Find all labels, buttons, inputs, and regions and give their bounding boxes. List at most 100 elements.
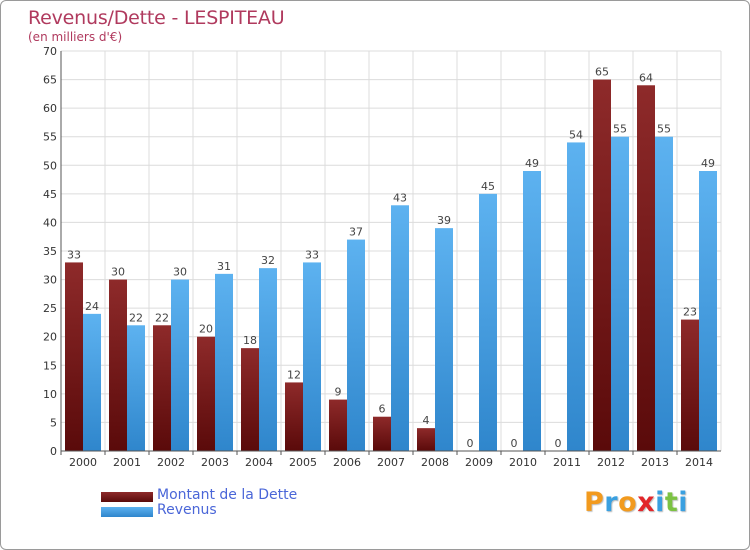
bar-revenue xyxy=(567,142,585,451)
bar-debt xyxy=(681,319,699,451)
value-label-debt: 65 xyxy=(595,66,609,79)
bar-revenue xyxy=(347,239,365,451)
x-tick-label: 2009 xyxy=(465,456,493,469)
bar-revenue xyxy=(259,268,277,451)
logo-letter: x xyxy=(637,487,656,518)
value-label-debt: 0 xyxy=(555,437,562,450)
logo-letter: i xyxy=(655,487,665,518)
value-label-revenue: 49 xyxy=(701,157,715,170)
legend-swatch-revenue xyxy=(101,507,153,517)
logo-letter: i xyxy=(678,487,689,518)
bar-debt xyxy=(285,382,303,451)
y-tick-label: 70 xyxy=(43,45,57,58)
value-label-debt: 64 xyxy=(639,71,653,84)
value-label-debt: 30 xyxy=(111,266,125,279)
logo-letter: r xyxy=(604,487,619,518)
bar-debt xyxy=(153,325,171,451)
bar-debt xyxy=(197,336,215,451)
bar-revenue xyxy=(303,262,321,451)
bar-revenue xyxy=(127,325,145,451)
value-label-debt: 33 xyxy=(67,248,81,261)
value-label-revenue: 54 xyxy=(569,128,583,141)
bar-revenue xyxy=(171,279,189,451)
bar-revenue xyxy=(435,228,453,451)
y-tick-label: 25 xyxy=(43,302,57,315)
bar-debt xyxy=(109,279,127,451)
value-label-debt: 12 xyxy=(287,368,301,381)
bar-debt xyxy=(241,348,259,451)
bar-debt xyxy=(373,416,391,451)
value-label-revenue: 43 xyxy=(393,191,407,204)
x-tick-label: 2001 xyxy=(113,456,141,469)
y-tick-label: 50 xyxy=(43,159,57,172)
y-tick-label: 0 xyxy=(50,445,57,458)
logo-letter: t xyxy=(664,487,679,518)
bar-revenue xyxy=(215,273,233,451)
value-label-revenue: 49 xyxy=(525,157,539,170)
value-label-revenue: 55 xyxy=(657,123,671,136)
y-tick-label: 20 xyxy=(43,331,57,344)
bar-debt xyxy=(593,79,611,452)
bar-debt xyxy=(417,428,435,451)
bar-revenue xyxy=(611,136,629,451)
y-tick-label: 65 xyxy=(43,74,57,87)
bar-revenue xyxy=(699,171,717,451)
x-tick-label: 2008 xyxy=(421,456,449,469)
chart-title: Revenus/Dette - LESPITEAU xyxy=(28,7,285,29)
logo-letter: o xyxy=(618,487,638,518)
value-label-revenue: 37 xyxy=(349,226,363,239)
value-label-revenue: 45 xyxy=(481,180,495,193)
value-label-debt: 6 xyxy=(379,403,386,416)
bar-revenue xyxy=(391,205,409,451)
x-tick-label: 2014 xyxy=(685,456,713,469)
value-label-revenue: 32 xyxy=(261,254,275,267)
bar-debt xyxy=(637,85,655,452)
bar-debt xyxy=(65,262,83,451)
logo-letter: P xyxy=(584,487,605,518)
value-label-debt: 20 xyxy=(199,323,213,336)
y-tick-label: 35 xyxy=(43,245,57,258)
y-tick-label: 10 xyxy=(43,388,57,401)
legend-label-debt: Montant de la Dette xyxy=(157,487,298,503)
x-tick-label: 2003 xyxy=(201,456,229,469)
y-tick-label: 30 xyxy=(43,274,57,287)
x-tick-label: 2011 xyxy=(553,456,581,469)
value-label-debt: 4 xyxy=(423,414,430,427)
value-label-revenue: 30 xyxy=(173,266,187,279)
x-tick-label: 2000 xyxy=(69,456,97,469)
value-label-debt: 9 xyxy=(335,386,342,399)
y-tick-label: 40 xyxy=(43,216,57,229)
value-label-debt: 23 xyxy=(683,306,697,319)
x-tick-label: 2002 xyxy=(157,456,185,469)
x-tick-label: 2004 xyxy=(245,456,273,469)
bar-revenue xyxy=(83,313,101,451)
x-tick-label: 2007 xyxy=(377,456,405,469)
bar-revenue xyxy=(479,193,497,451)
value-label-revenue: 22 xyxy=(129,311,143,324)
x-tick-label: 2012 xyxy=(597,456,625,469)
value-label-debt: 0 xyxy=(511,437,518,450)
x-tick-label: 2013 xyxy=(641,456,669,469)
value-label-debt: 0 xyxy=(467,437,474,450)
x-tick-label: 2006 xyxy=(333,456,361,469)
value-label-revenue: 24 xyxy=(85,300,99,313)
bar-revenue xyxy=(523,171,541,451)
legend-label-revenue: Revenus xyxy=(157,502,217,518)
x-tick-label: 2010 xyxy=(509,456,537,469)
chart-subtitle: (en milliers d'€) xyxy=(28,30,123,44)
y-tick-label: 60 xyxy=(43,102,57,115)
bars: 33 24 30 22 22 30 20 31 18 32 12 33 9 37 6 43 4 39 0 45 0 49 0… xyxy=(65,66,717,452)
x-tick-label: 2005 xyxy=(289,456,317,469)
y-tick-label: 45 xyxy=(43,188,57,201)
value-label-revenue: 33 xyxy=(305,248,319,261)
proxiti-logo: Proxiti xyxy=(584,487,688,518)
bar-debt xyxy=(329,399,347,451)
bar-revenue xyxy=(655,136,673,451)
legend-swatch-debt xyxy=(101,492,153,502)
value-label-debt: 22 xyxy=(155,311,169,324)
y-tick-label: 15 xyxy=(43,359,57,372)
value-label-revenue: 39 xyxy=(437,214,451,227)
